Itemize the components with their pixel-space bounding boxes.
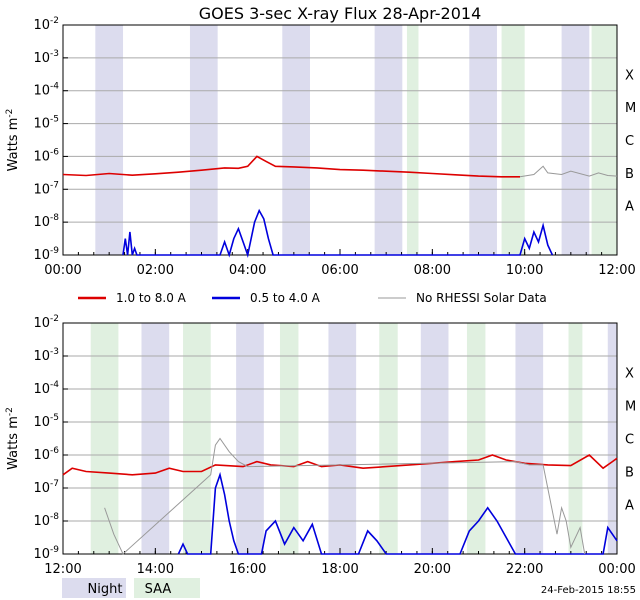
y-tick-label: 10-4 bbox=[33, 82, 59, 99]
night-band bbox=[236, 323, 264, 554]
night-band bbox=[607, 323, 617, 554]
x-tick-label: 00:00 bbox=[598, 562, 635, 577]
no-rhessi-solar-data-series bbox=[519, 165, 618, 178]
0-5-to-4-0-a-series bbox=[177, 471, 618, 555]
x-tick-label: 20:00 bbox=[414, 562, 451, 577]
saa-band bbox=[466, 323, 486, 554]
1-0-to-8-0-a-series bbox=[62, 454, 618, 476]
saa-band bbox=[279, 323, 299, 554]
y-tick-label: 10-7 bbox=[33, 479, 59, 496]
saa-legend-label: SAA bbox=[145, 582, 172, 597]
y-tick-label: 10-2 bbox=[33, 314, 59, 331]
night-band bbox=[95, 25, 124, 255]
x-tick-label: 12:00 bbox=[44, 562, 81, 577]
saa-legend-swatch bbox=[134, 578, 200, 598]
legend-label: 1.0 to 8.0 A bbox=[116, 291, 187, 305]
x-tick-label: 10:00 bbox=[506, 263, 543, 278]
saa-band bbox=[501, 25, 525, 255]
x-tick-label: 08:00 bbox=[414, 263, 451, 278]
saa-band bbox=[379, 323, 398, 554]
y-tick-label: 10-9 bbox=[33, 246, 59, 263]
y-tick-label: 10-6 bbox=[33, 147, 59, 164]
1-0-to-8-0-a-series bbox=[62, 155, 520, 178]
x-tick-label: 00:00 bbox=[44, 263, 81, 278]
y-tick-label: 10-8 bbox=[33, 512, 59, 529]
panel-1: 10-9 10-8 10-7 10-6 10-5 10-4 10-3 10-2 Watts m-… bbox=[5, 16, 636, 278]
saa-band bbox=[90, 323, 119, 554]
x-tick-label: 12:00 bbox=[598, 263, 635, 278]
x-tick-label: 02:00 bbox=[137, 263, 174, 278]
y-tick-label: 10-2 bbox=[33, 16, 59, 33]
panels: 10-9 10-8 10-7 10-6 10-5 10-4 10-3 10-2 Watts m-… bbox=[5, 16, 636, 577]
region-legend: Night SAA bbox=[62, 578, 200, 598]
saa-band bbox=[568, 323, 583, 554]
0-5-to-4-0-a-series bbox=[122, 208, 554, 258]
y-tick-label: 10-5 bbox=[33, 413, 59, 430]
night-band bbox=[374, 25, 403, 255]
x-tick-label: 04:00 bbox=[229, 263, 266, 278]
flare-class-label: B bbox=[625, 466, 634, 481]
series-legend: 1.0 to 8.0 A 0.5 to 4.0 A No RHESSI Solar … bbox=[78, 291, 547, 305]
night-band bbox=[515, 323, 544, 554]
y-tick-label: 10-6 bbox=[33, 446, 59, 463]
flare-class-label: M bbox=[625, 400, 636, 415]
y-tick-label: 10-7 bbox=[33, 180, 59, 197]
y-axis-label: Watts m-2 bbox=[5, 109, 21, 172]
flare-class-label: A bbox=[625, 200, 634, 215]
night-legend-label: Night bbox=[88, 582, 123, 597]
x-tick-label: 06:00 bbox=[321, 263, 358, 278]
night-band bbox=[561, 25, 590, 255]
saa-band bbox=[183, 323, 211, 554]
night-band bbox=[189, 25, 218, 255]
legend-label: 0.5 to 4.0 A bbox=[250, 291, 321, 305]
generation-timestamp: 24-Feb-2015 18:55 bbox=[541, 585, 636, 596]
y-tick-label: 10-4 bbox=[33, 380, 59, 397]
night-band bbox=[141, 323, 170, 554]
y-tick-label: 10-3 bbox=[33, 347, 59, 364]
saa-band bbox=[406, 25, 419, 255]
flare-class-label: B bbox=[625, 167, 634, 182]
flare-class-label: C bbox=[625, 134, 634, 149]
flare-class-label: A bbox=[625, 499, 634, 514]
night-band bbox=[282, 25, 310, 255]
saa-band bbox=[591, 25, 617, 255]
x-tick-label: 18:00 bbox=[321, 562, 358, 577]
y-tick-label: 10-8 bbox=[33, 213, 59, 230]
night-band bbox=[328, 323, 357, 554]
x-tick-label: 22:00 bbox=[506, 562, 543, 577]
night-band bbox=[420, 323, 449, 554]
legend-label: No RHESSI Solar Data bbox=[416, 291, 547, 305]
night-legend-swatch bbox=[62, 578, 126, 598]
flare-class-label: M bbox=[625, 101, 636, 116]
y-tick-label: 10-5 bbox=[33, 115, 59, 132]
y-tick-label: 10-3 bbox=[33, 49, 59, 66]
x-tick-label: 14:00 bbox=[137, 562, 174, 577]
no-rhessi-solar-data-series bbox=[104, 437, 586, 555]
y-axis-label: Watts m-2 bbox=[5, 407, 21, 470]
flare-class-label: C bbox=[625, 433, 634, 448]
flare-class-label: X bbox=[625, 68, 634, 83]
chart-title: GOES 3-sec X-ray Flux 28-Apr-2014 bbox=[199, 4, 482, 23]
plot-frame bbox=[62, 24, 618, 256]
y-tick-label: 10-9 bbox=[33, 545, 59, 562]
flare-class-label: X bbox=[625, 367, 634, 382]
panel-2: 10-9 10-8 10-7 10-6 10-5 10-4 10-3 10-2 Watts m-… bbox=[5, 314, 636, 577]
x-tick-label: 16:00 bbox=[229, 562, 266, 577]
night-band bbox=[469, 25, 497, 255]
